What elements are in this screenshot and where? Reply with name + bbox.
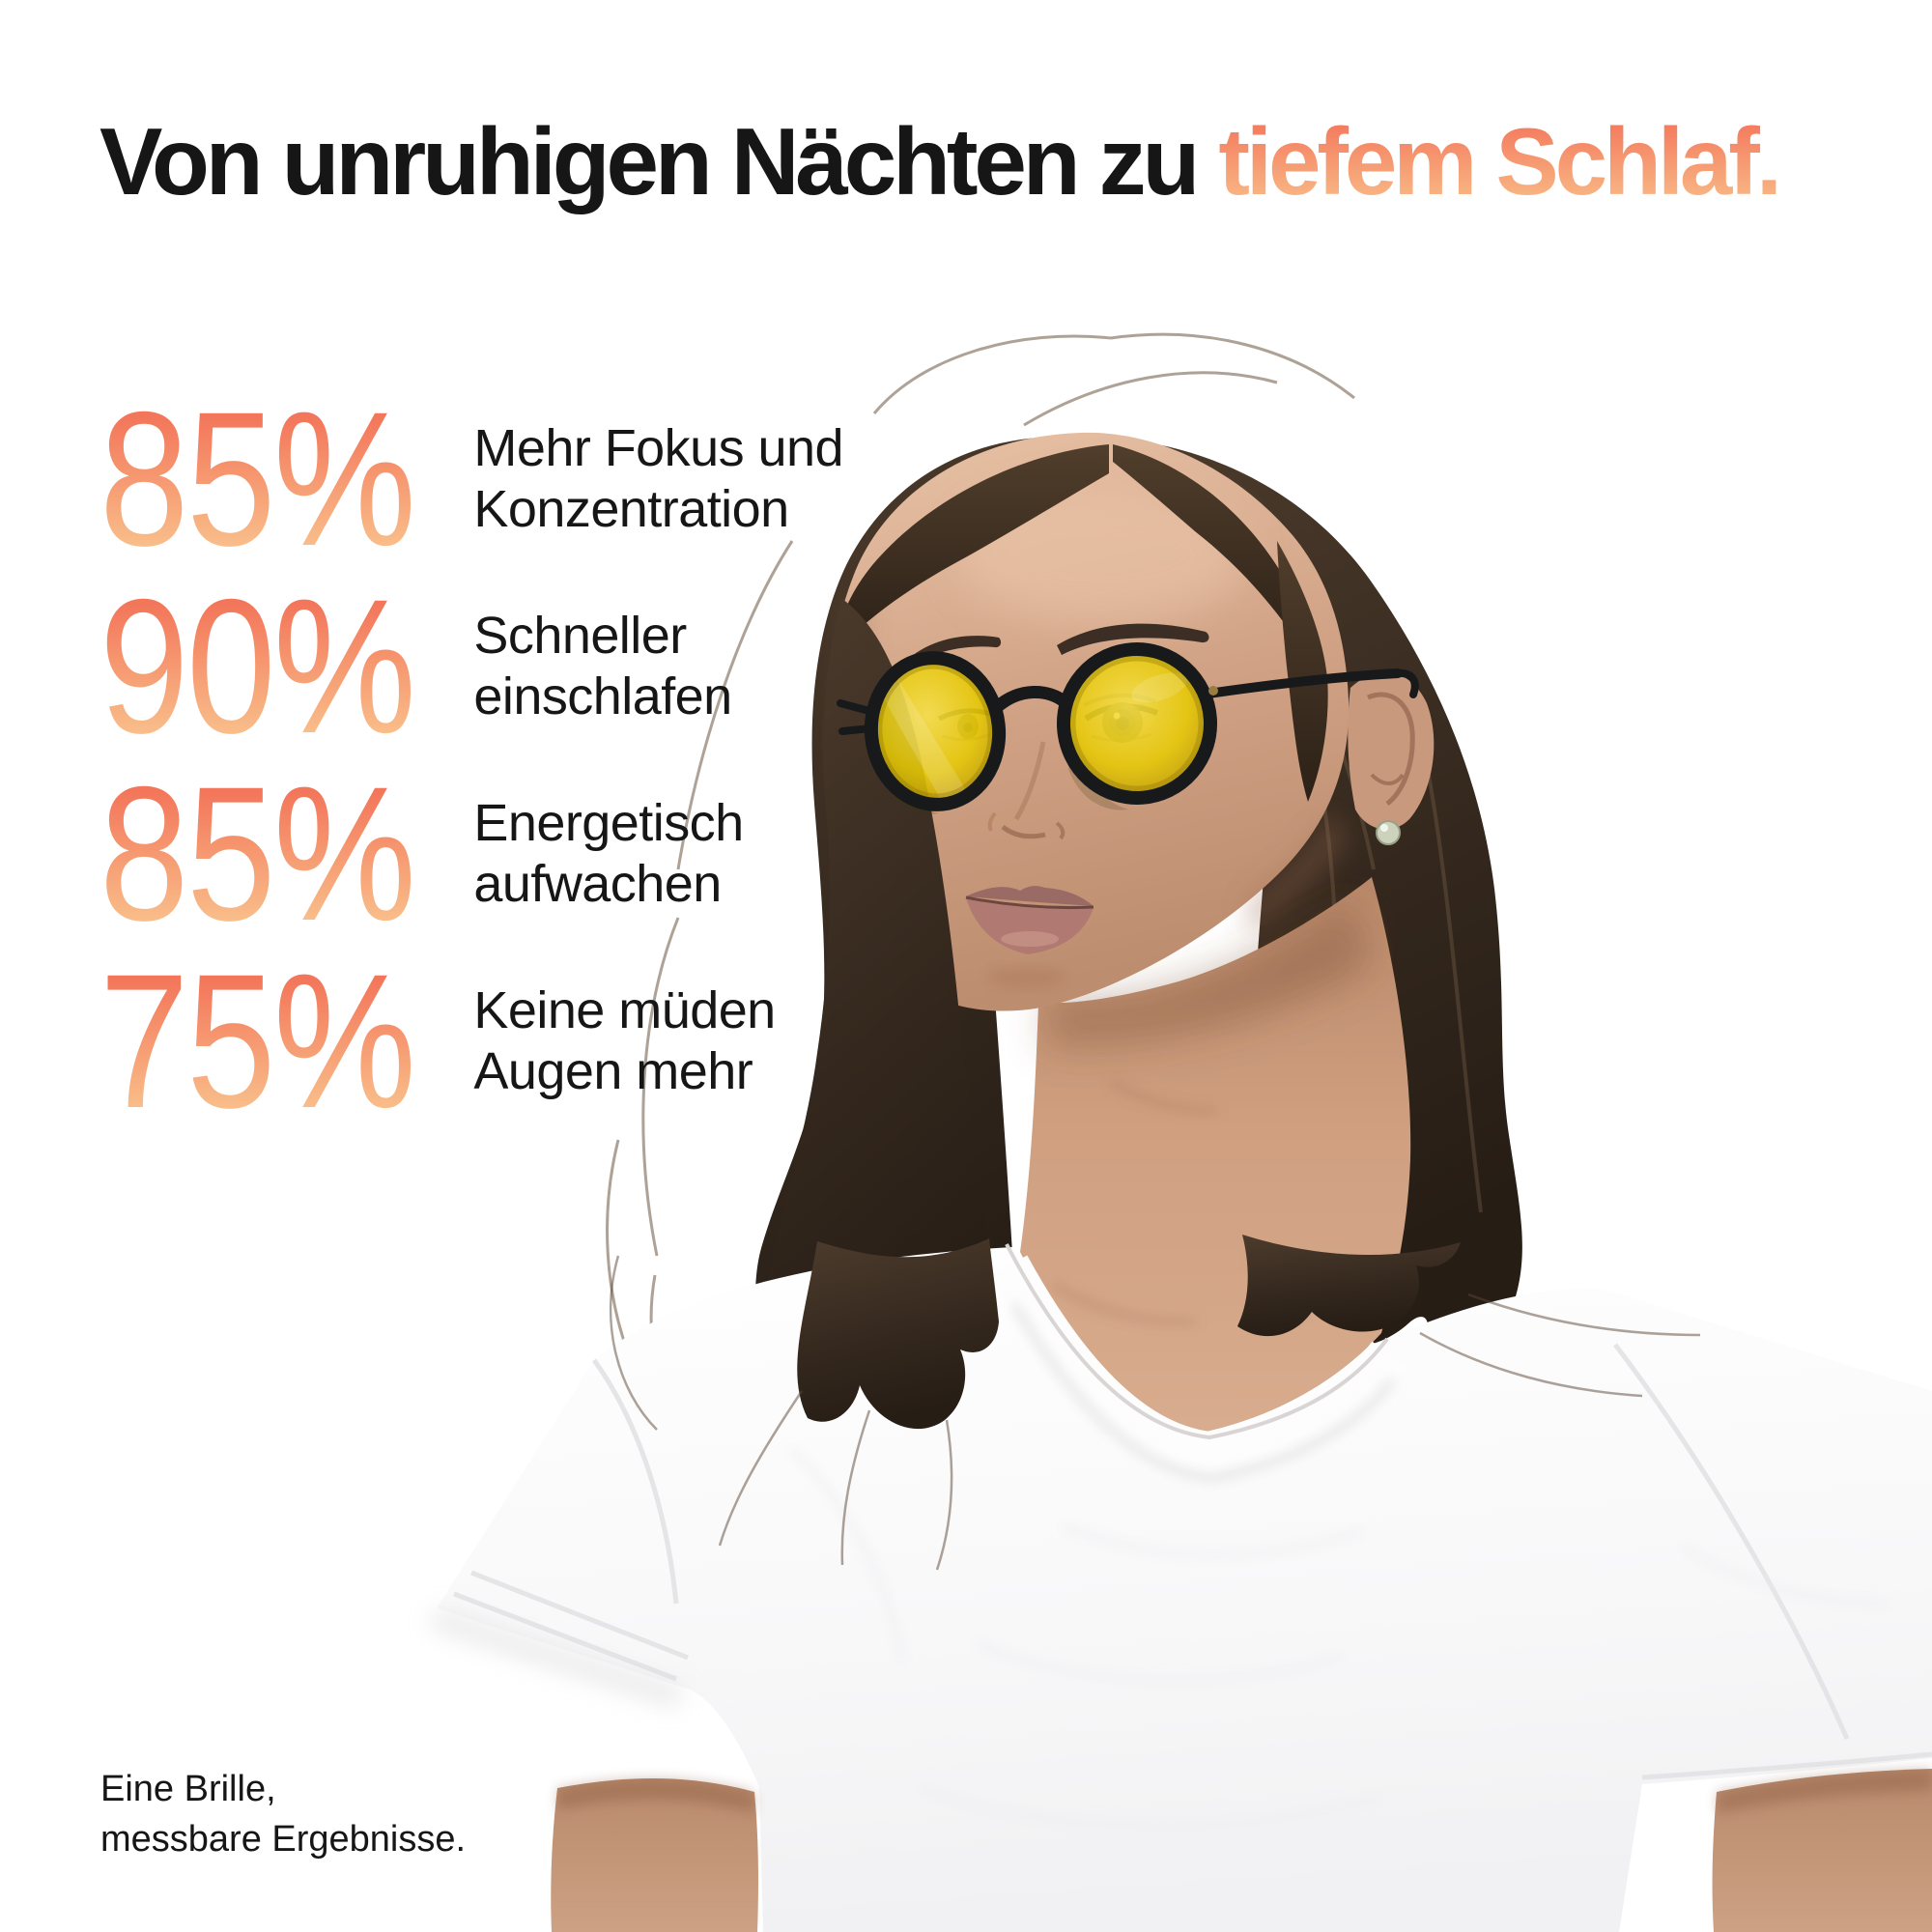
stat-label-line: Augen mehr: [473, 1042, 753, 1100]
glasses-lens-right: [1065, 651, 1209, 810]
stats-list: 85% Mehr Fokus und Konzentration 90% Sch…: [99, 371, 892, 1155]
footer-tagline: Eine Brille, messbare Ergebnisse.: [100, 1764, 466, 1865]
hair-tips: [609, 1235, 1701, 1571]
stat-row: 85% Energetisch aufwachen: [99, 746, 892, 960]
left-arm: [551, 1777, 758, 1932]
right-arm: [1712, 1769, 1932, 1932]
stat-label: Schneller einschlafen: [473, 606, 732, 727]
nose: [987, 741, 1065, 840]
stat-value: 90%: [99, 558, 416, 773]
eyebrow-right: [1057, 623, 1209, 655]
forehead-highlight: [956, 488, 1246, 623]
stat-label-line: einschlafen: [473, 668, 732, 725]
collar-band: [989, 1255, 1406, 1475]
stat-row: 90% Schneller einschlafen: [99, 558, 892, 773]
stat-label-line: Keine müden: [473, 980, 776, 1039]
earring-stud: [1376, 820, 1401, 845]
stat-value: 85%: [99, 746, 416, 960]
glasses: [837, 642, 1419, 814]
hinge-screw: [1208, 686, 1218, 696]
glasses-frame: [837, 642, 1218, 811]
stat-label: Energetisch aufwachen: [473, 793, 744, 915]
stat-label: Keine müden Augen mehr: [473, 980, 776, 1102]
lips: [965, 886, 1094, 954]
stat-row: 85% Mehr Fokus und Konzentration: [99, 371, 892, 585]
headline: Von unruhigen Nächten zu tiefem Schlaf.: [99, 112, 1782, 212]
arms: [551, 1769, 1932, 1932]
stat-label: Mehr Fokus und Konzentration: [473, 418, 843, 540]
stat-row: 75% Keine müden Augen mehr: [99, 933, 892, 1148]
headline-highlight: tiefem Schlaf.: [1218, 108, 1782, 214]
headline-prefix: Von unruhigen Nächten zu: [99, 108, 1219, 214]
ear: [1348, 672, 1435, 830]
stat-label-line: Mehr Fokus und: [473, 418, 844, 477]
footer-line: Eine Brille,: [100, 1769, 276, 1809]
stat-label-line: aufwachen: [473, 855, 722, 913]
footer-line: messbare Ergebnisse.: [100, 1819, 467, 1861]
glasses-temple-arm: [1204, 668, 1419, 698]
stat-label-line: Energetisch: [473, 793, 744, 852]
hair-front: [606, 332, 1355, 1443]
stat-value: 85%: [99, 371, 416, 585]
stat-label-line: Konzentration: [473, 480, 789, 538]
eyebrow-left: [906, 636, 1002, 667]
stat-value: 75%: [99, 933, 416, 1148]
stat-label-line: Schneller: [473, 606, 687, 665]
